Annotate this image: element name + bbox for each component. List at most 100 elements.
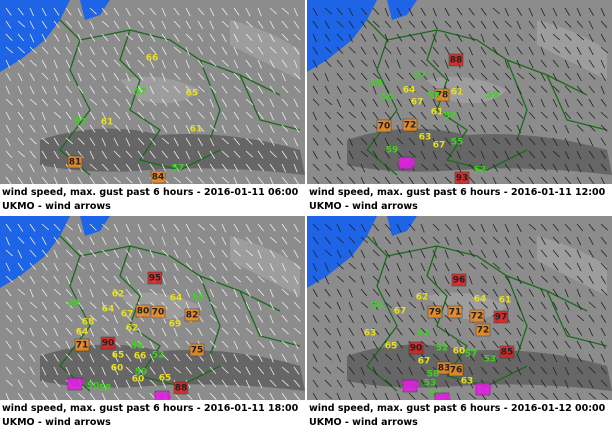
wind-barb [233,137,240,146]
wind-barb [336,150,341,160]
wind-barb [444,236,450,246]
wind-barb [492,262,501,270]
wind-barb [552,275,560,284]
wind-barb [281,111,287,121]
wind-barb [408,288,413,298]
wind-barb [576,340,582,350]
wind-barb [336,236,344,244]
wind-barb [396,275,402,285]
wind-barb [456,262,462,272]
wind-barb [149,20,155,29]
caption-band [307,184,612,214]
wind-barb [564,59,570,69]
border [366,235,608,392]
wind-barb [281,262,287,272]
map-body: 96 62 64 61 59 67 79 71 72 97 63 51 72 65 90 52 60 57 53 85… [307,216,612,430]
wind-barb [185,176,193,184]
wind-barb [540,366,548,375]
wind-barb [336,301,342,311]
wind-barb [324,72,329,82]
wind-barb [348,20,355,29]
wind-barb [468,111,474,121]
wind-barb [540,392,549,400]
wind-barb [324,223,332,231]
wind-barb [432,111,438,121]
wind-barb [125,392,133,400]
wind-barb [89,7,97,15]
wind-barb [480,249,487,258]
wind-barb [516,85,522,95]
wind-barb [113,392,120,401]
wind-barb [257,163,265,172]
gust-label: 65 [112,351,125,361]
wind-barb [209,314,217,322]
wind-barb [516,262,524,270]
wind-barb [348,150,354,160]
wind-barb [468,236,473,246]
gust-label: 83 [438,364,451,374]
wind-barb [372,137,378,147]
wind-barb [269,111,274,121]
wind-barb [89,72,96,81]
wind-barb [17,314,24,323]
wind-barb [17,46,25,54]
wind-barb [137,72,144,81]
wind-barb [125,176,133,184]
wind-barb [540,327,548,336]
wind-barb [324,46,332,54]
wind-barb [336,314,342,324]
wind-barb [324,275,330,285]
wind-barb [504,236,511,245]
gust-label: 67 [394,307,407,317]
wind-barb [552,72,558,82]
wind-barb [257,111,264,120]
wind-barb [77,392,85,400]
wind-barb [125,111,131,121]
wind-barb [372,379,377,389]
wind-barb [432,353,440,361]
wind-barb [65,59,71,69]
wind-barb [384,379,393,387]
gust-label: 60 [132,375,145,385]
gust-label: 61 [101,118,114,128]
wind-barb [360,176,366,186]
wind-barb [269,72,276,81]
wind-barb [444,163,452,171]
wind-barb [564,176,571,185]
gust-label: 79 [429,308,442,318]
wind-barb [528,223,537,231]
wind-barb [408,275,416,283]
wind-barb [480,72,488,80]
wind-barb [360,46,367,55]
wind-barb [173,163,180,172]
wind-barb [65,288,73,297]
wind-barb [588,275,594,284]
wind-barb [468,366,474,376]
wind-barb [77,301,84,310]
wind-barb [384,223,392,231]
wind-barb [257,366,265,375]
gust-label: 67 [411,98,424,108]
wind-barb [53,262,59,272]
wind-barb [576,249,582,259]
wind-barb [185,288,190,298]
wind-barb [101,33,109,42]
wind-barb [468,327,475,336]
wind-barb [245,33,253,41]
wind-barb [161,85,169,93]
wind-barb [137,262,142,272]
wind-barb [293,275,299,285]
wind-barb [492,163,498,172]
wind-barb [173,301,181,309]
wind-barb [185,163,191,172]
wind-barb [161,249,169,257]
wind-barb [564,275,571,284]
wind-barb [336,137,344,146]
wind-barb [552,7,558,17]
wind-barb [540,98,545,108]
wind-barb [257,72,263,82]
wind-barb [516,301,521,311]
wind-barb [209,392,217,400]
wind-barb [600,314,607,323]
